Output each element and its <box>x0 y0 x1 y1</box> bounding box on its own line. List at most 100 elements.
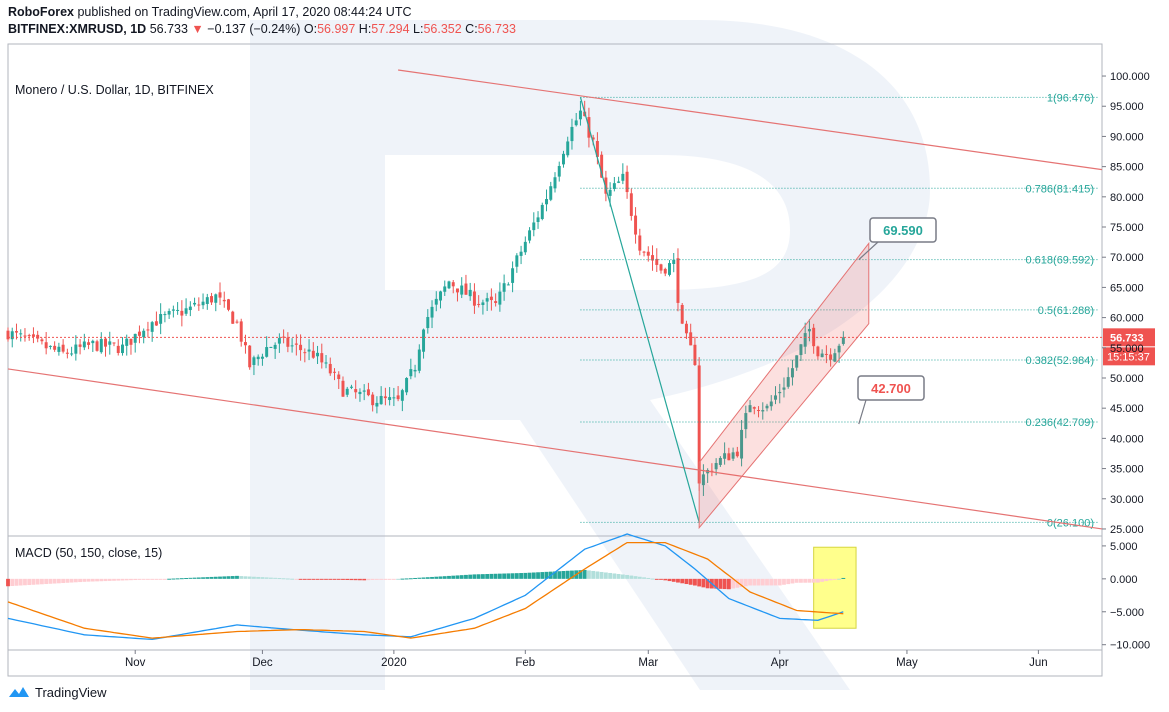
candle-body <box>693 344 697 365</box>
candle-body <box>608 189 612 196</box>
candle-body <box>388 397 392 401</box>
candle <box>337 371 341 390</box>
candle <box>349 384 353 390</box>
macd-hist-bar <box>468 574 473 579</box>
x-tick-label-7: Jun <box>1029 657 1048 669</box>
candle <box>176 302 180 315</box>
high-value: 57.294 <box>371 22 410 36</box>
candle-body <box>341 380 345 397</box>
candle <box>472 283 476 314</box>
macd-hist-bar <box>663 578 668 581</box>
candle <box>375 396 379 414</box>
candle-body <box>31 334 35 337</box>
candle-body <box>460 285 464 295</box>
candle <box>248 344 252 370</box>
candle-body <box>786 377 790 387</box>
candle-body <box>570 126 574 142</box>
candle-body <box>439 291 442 301</box>
macd-hist-bar <box>213 576 218 579</box>
macd-hist-bar <box>722 578 727 590</box>
candle-body <box>409 369 413 377</box>
candle-body <box>519 251 523 256</box>
candle-body <box>651 255 655 261</box>
candle <box>65 348 69 359</box>
candle <box>40 337 44 345</box>
candle-body <box>23 335 27 337</box>
footer-brand[interactable]: TradingView <box>35 684 107 700</box>
candle-body <box>180 310 184 316</box>
candle <box>205 293 209 310</box>
candle-body <box>277 338 281 344</box>
candle-body <box>557 166 561 177</box>
candle-body <box>443 286 447 292</box>
macd-hist-bar <box>273 577 278 579</box>
candle-body <box>672 259 676 264</box>
candle-body <box>112 342 116 344</box>
candle <box>180 300 184 327</box>
candle <box>553 172 557 193</box>
candle-body <box>104 338 108 347</box>
macd-hist-bar <box>230 576 235 579</box>
candle <box>570 118 574 150</box>
macd-hist-bar <box>192 577 197 579</box>
y-tick-label-11: 45.000 <box>1110 403 1144 415</box>
close-value: 56.733 <box>477 22 516 36</box>
candle-body <box>36 334 40 339</box>
y-tick-label-2: 90.000 <box>1110 131 1144 143</box>
macd-hist-bar <box>239 576 244 579</box>
candle-body <box>345 388 349 395</box>
candle-body <box>778 391 782 394</box>
last-price-tag <box>1103 328 1155 347</box>
macd-hist-bar <box>78 578 82 583</box>
macd-hist-bar <box>264 577 269 579</box>
fib-label-5: 0.236(42.709) <box>1026 417 1095 429</box>
candle-body <box>218 292 222 298</box>
callout-text: 69.590 <box>883 223 923 238</box>
candle-body <box>765 405 769 409</box>
candle <box>154 311 158 326</box>
macd-hist-bar <box>748 578 752 586</box>
candle-body <box>176 309 180 311</box>
candle-body <box>807 329 811 332</box>
macd-hist-bar <box>837 578 842 580</box>
candle <box>460 277 464 299</box>
macd-hist-bar <box>718 578 723 589</box>
candle-body <box>400 390 404 401</box>
candle <box>625 165 629 199</box>
candle-body <box>95 341 99 351</box>
macd-hist-bar <box>247 576 252 579</box>
candle-body <box>405 377 409 393</box>
candle-body <box>337 374 341 380</box>
candle <box>44 332 48 355</box>
candle <box>171 305 175 318</box>
macd-hist-bar <box>35 578 40 585</box>
callout-box <box>869 217 937 243</box>
candle <box>328 357 332 376</box>
macd-hist-bar <box>646 577 651 579</box>
channel-line-1 <box>7 368 1103 530</box>
callout-pointer <box>858 241 879 261</box>
candle-body <box>578 110 582 120</box>
candle-body <box>379 395 383 405</box>
candle-body <box>383 396 387 399</box>
candle <box>167 308 171 319</box>
macd-hist-bar <box>184 578 189 580</box>
candle <box>464 274 468 295</box>
candle <box>646 246 650 262</box>
macd-hist-bar <box>162 578 167 580</box>
candle-body <box>545 199 549 205</box>
macd-hist-bar <box>345 578 350 581</box>
candle-body <box>748 405 752 413</box>
candle <box>820 349 824 358</box>
macd-hist-bar <box>374 578 379 580</box>
macd-hist-bar <box>188 577 193 579</box>
macd-title: MACD (50, 150, close, 15) <box>15 546 162 560</box>
candle-body <box>171 309 175 311</box>
candle <box>294 334 298 356</box>
candle <box>333 368 336 381</box>
macd-hist-bar <box>400 578 405 580</box>
macd-hist-bar <box>256 576 261 579</box>
candle-body <box>561 153 565 165</box>
macd-hist-bar <box>281 578 286 580</box>
